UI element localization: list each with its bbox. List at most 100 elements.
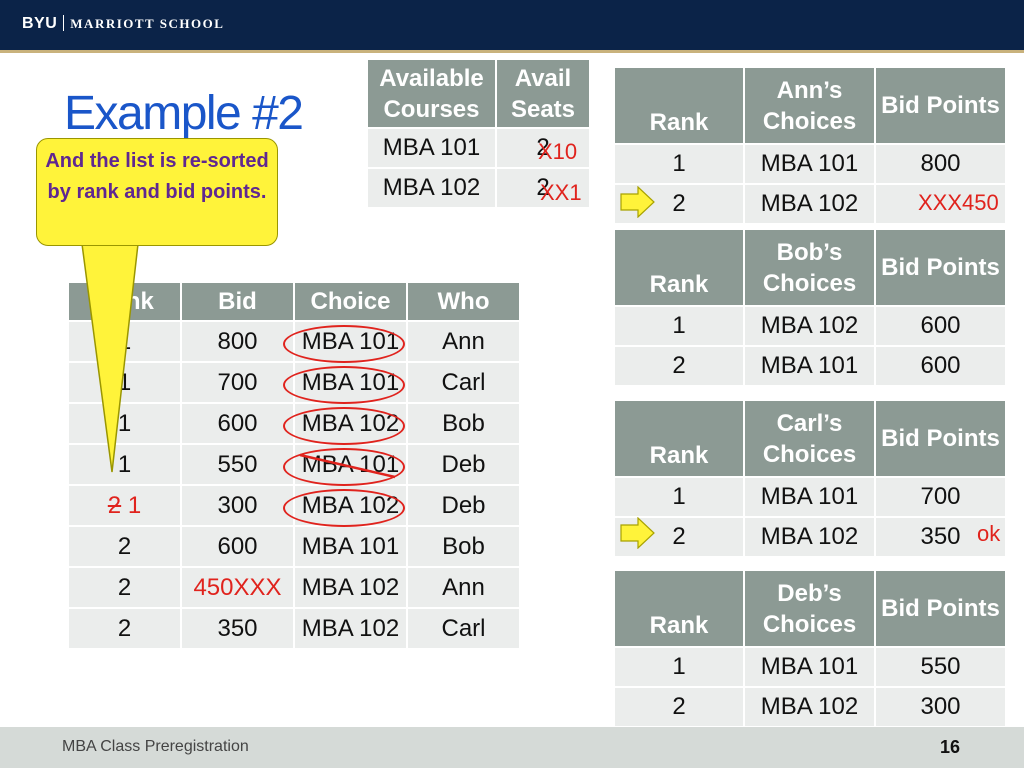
bid-cell: 600 [182,404,293,443]
bid-cell: 350 [182,609,293,648]
who-cell: Carl [408,363,519,402]
bid-cell [876,185,1005,223]
choice-highlight-ellipse [283,407,405,445]
table-row: MBA 102 2 [368,169,589,207]
choice-cell: MBA 102 [745,688,874,726]
bids-header-bid: Bid [182,283,293,320]
choices-header: Ann’s Choices [745,68,874,143]
callout-note: And the list is re-sorted by rank and bi… [36,138,278,246]
course-cell: MBA 102 [368,169,495,207]
rank-cell: 2 [615,688,743,726]
choice-highlight-ellipse [283,489,405,527]
table-row: 2 450XXX MBA 102 Ann [69,568,519,607]
bid-cell: 550 [876,648,1005,686]
bid-cell: 700 [182,363,293,402]
bid-cell: 300 [182,486,293,525]
rank-cell: 2 [69,568,180,607]
bids-header-choice: Choice [295,283,406,320]
choices-header: Bob’s Choices [745,230,874,305]
table-row: 2 350 MBA 102 Carl [69,609,519,648]
rank-cell: 1 [69,363,180,402]
choice-cell: MBA 102 [745,307,874,345]
bid-cell: 350 [876,518,1005,556]
rank-cell: 1 [615,648,743,686]
bid-cell: 600 [182,527,293,566]
bid-cell: 600 [876,307,1005,345]
bid-cell: 600 [876,347,1005,385]
table-row: 1 MBA 102 600 [615,307,1005,345]
table-row: 1 MBA 101 550 [615,648,1005,686]
table-row: MBA 101 2 [368,129,589,167]
choice-cell: MBA 102 [745,185,874,223]
who-cell: Bob [408,527,519,566]
who-cell: Carl [408,609,519,648]
choice-cell: MBA 102 [295,568,406,607]
top-bar: BYU MARRIOTT SCHOOL [0,0,1024,50]
table-row: 2 MBA 102 300 [615,688,1005,726]
seats-cell: 2 [497,129,589,167]
rank-cell: 1 [615,307,743,345]
seats-overlay-102: XX1 [540,180,582,205]
page-number: 16 [940,737,961,757]
rank-cell: 2 [615,347,743,385]
bid-points-header: Bid Points [876,401,1005,476]
choice-cell: MBA 102 [295,609,406,648]
bid-cell: 550 [182,445,293,484]
table-row: 2 600 MBA 101 Bob [69,527,519,566]
bob-choices-table: Rank Bob’s Choices Bid Points 1 MBA 102 600 … [613,228,1007,387]
who-cell: Deb [408,445,519,484]
footer-label: MBA Class Preregistration [62,738,249,755]
rank-struck: 2 [107,491,122,519]
who-cell: Bob [408,404,519,443]
table-row: 1 MBA 101 700 [615,478,1005,516]
choice-cell: MBA 101 [745,478,874,516]
rank-cell: 1 [615,478,743,516]
who-cell: Deb [408,486,519,525]
table-row: 2 MBA 101 600 [615,347,1005,385]
course-cell: MBA 101 [368,129,495,167]
choice-highlight-ellipse [283,325,405,363]
bid-overlay: 450XXX [193,573,282,601]
rank-cell: 2 1 [69,486,180,525]
carl-ok-note: ok [977,521,1001,546]
footer-bar: MBA Class Preregistration 16 [0,727,1024,768]
logo-text: BYU [22,15,58,32]
seats-overlay-101: X10 [538,139,578,164]
who-cell: Ann [408,568,519,607]
rank-cell: 2 [69,527,180,566]
rank-cell: 1 [69,445,180,484]
logo-separator [63,15,65,31]
seats-header-seats: Avail Seats [497,60,589,127]
rank-header: Rank [615,68,743,143]
rank-cell: 1 [615,145,743,183]
choice-highlight-ellipse [283,366,405,404]
seats-header-courses: Available Courses [368,60,495,127]
slide-title: Example #2 [64,87,304,140]
rank-header: Rank [615,230,743,305]
bid-cell: 700 [876,478,1005,516]
choice-highlight-ellipse [283,448,405,486]
seats-cell: 2 [497,169,589,207]
rank-new: 1 [127,491,142,519]
choices-header: Carl’s Choices [745,401,874,476]
school-name: MARRIOTT SCHOOL [70,16,225,31]
table-row: 1 700 MBA 101 Carl [69,363,519,402]
ann-bid-overlay: XXX450 [918,190,999,215]
callout-text: And the list is re-sorted by rank and bi… [45,150,269,203]
deb-choices-table: Rank Deb’s Choices Bid Points 1 MBA 101 550 … [613,569,1007,728]
pointer-arrow-icon [620,186,655,218]
bid-points-header: Bid Points [876,571,1005,646]
who-cell: Ann [408,322,519,361]
table-row: 1 MBA 101 800 [615,145,1005,183]
bids-header-who: Who [408,283,519,320]
bid-cell: 800 [182,322,293,361]
choice-cell: MBA 101 [745,145,874,183]
bid-points-header: Bid Points [876,68,1005,143]
rank-header: Rank [615,571,743,646]
byu-logo: BYU MARRIOTT SCHOOL [22,15,224,33]
choice-cell: MBA 102 [745,518,874,556]
rank-header: Rank [615,401,743,476]
ann-choices-table: Rank Ann’s Choices Bid Points 1 MBA 101 800 … [613,66,1007,225]
